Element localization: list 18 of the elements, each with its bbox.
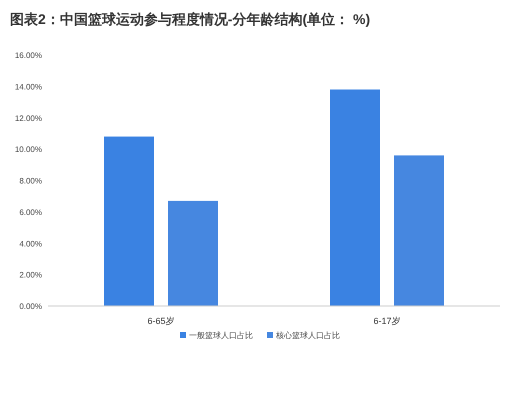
y-tick-label: 0.00% bbox=[19, 302, 42, 311]
legend-label: 核心篮球人口占比 bbox=[275, 331, 340, 340]
y-tick-label: 8.00% bbox=[19, 176, 42, 186]
y-tick-label: 12.00% bbox=[14, 114, 42, 123]
bar bbox=[330, 90, 380, 306]
y-tick-label: 6.00% bbox=[19, 208, 42, 217]
legend-label: 一般篮球人口占比 bbox=[189, 331, 253, 340]
x-tick-label: 6-65岁 bbox=[147, 316, 175, 326]
bar bbox=[104, 136, 154, 306]
y-tick-label: 10.00% bbox=[14, 145, 42, 154]
x-tick-label: 6-17岁 bbox=[373, 316, 401, 326]
bar bbox=[394, 155, 444, 306]
y-tick-label: 14.00% bbox=[14, 82, 42, 92]
bar bbox=[168, 200, 218, 306]
chart-title: 图表2：中国篮球运动参与程度情况-分年龄结构(单位： %) bbox=[10, 11, 370, 27]
y-tick-label: 16.00% bbox=[14, 51, 42, 60]
y-tick-label: 2.00% bbox=[19, 270, 42, 280]
y-tick-label: 4.00% bbox=[19, 239, 42, 248]
